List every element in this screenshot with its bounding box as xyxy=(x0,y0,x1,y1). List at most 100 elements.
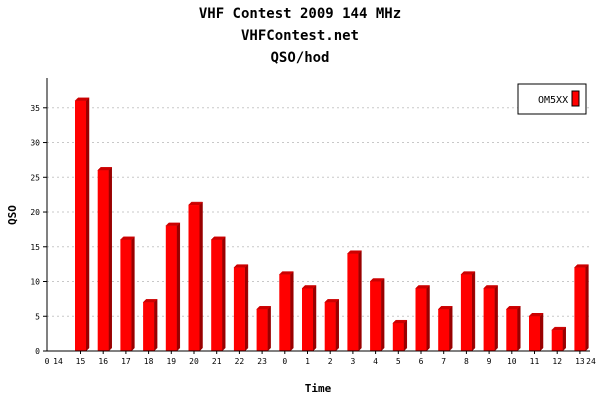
bar-side xyxy=(585,264,589,352)
x-tick-label: 23 xyxy=(257,357,267,366)
bar-face xyxy=(438,309,450,351)
bar xyxy=(142,298,158,352)
bar xyxy=(528,312,544,352)
bar-face xyxy=(460,274,472,351)
x-tick-label: 8 xyxy=(464,357,469,366)
chart-unit-title: QSO/hod xyxy=(270,50,330,66)
bar xyxy=(482,284,499,352)
legend-label: OM5XX xyxy=(538,95,568,106)
bar-face xyxy=(392,323,404,351)
x-tick-label: 17 xyxy=(121,357,131,366)
x-axis-title: Time xyxy=(305,382,332,395)
bar-face xyxy=(211,239,223,351)
x-tick-label: 9 xyxy=(487,357,492,366)
bar xyxy=(573,264,590,352)
bar-face xyxy=(143,302,155,351)
bar xyxy=(187,201,204,352)
x-tick-label: 22 xyxy=(235,357,245,366)
x-tick-label: 7 xyxy=(441,357,446,366)
y-tick-label: 5 xyxy=(35,312,40,321)
bar-side xyxy=(426,284,430,352)
bar-face xyxy=(279,274,291,351)
legend-swatch xyxy=(571,90,580,107)
bar-face xyxy=(551,330,563,351)
x-tick-label: 11 xyxy=(530,357,540,366)
y-tick-label: 10 xyxy=(30,278,40,287)
y-tick-label: 20 xyxy=(30,208,40,217)
bar-face xyxy=(347,253,359,351)
chart-subtitle: VHFContest.net xyxy=(240,28,359,44)
bar xyxy=(74,97,90,352)
bar xyxy=(392,319,408,352)
y-tick-label: 35 xyxy=(30,104,40,113)
x-tick-label: 2 xyxy=(328,357,333,366)
bar xyxy=(414,284,431,352)
x-edge-label: 14 xyxy=(53,357,63,366)
bar-side xyxy=(131,236,135,352)
x-tick-label: 13 xyxy=(575,357,585,366)
bar xyxy=(346,250,363,352)
bar-face xyxy=(97,170,109,351)
bar-face xyxy=(415,288,427,351)
bar-side xyxy=(199,201,203,352)
bar-face xyxy=(233,267,245,351)
bar xyxy=(210,236,226,352)
x-tick-label: 21 xyxy=(212,357,222,366)
legend: OM5XX xyxy=(517,83,587,115)
bar xyxy=(551,326,567,352)
bar-side xyxy=(358,250,362,352)
bar-side xyxy=(403,319,408,352)
bar-side xyxy=(267,305,271,352)
bar-face xyxy=(506,309,518,351)
x-tick-label: 4 xyxy=(373,357,378,366)
bar-side xyxy=(448,305,453,352)
bar xyxy=(278,270,294,352)
y-axis-title: QSO xyxy=(6,205,19,225)
bar-face xyxy=(370,281,382,351)
bar-face xyxy=(256,309,268,351)
bar-face xyxy=(188,205,200,351)
y-tick-label: 0 xyxy=(35,347,40,356)
bar xyxy=(301,284,317,352)
x-tick-label: 5 xyxy=(396,357,401,366)
x-tick-label: 20 xyxy=(189,357,199,366)
bar xyxy=(165,222,181,352)
x-tick-label: 15 xyxy=(76,357,86,366)
x-edge-label: 0 xyxy=(45,357,50,366)
bar-face xyxy=(529,316,540,351)
bar-face xyxy=(165,225,177,351)
bar-side xyxy=(153,298,158,352)
x-tick-label: 16 xyxy=(98,357,108,366)
legend-box xyxy=(517,83,587,115)
bar-side xyxy=(244,264,249,352)
bar-face xyxy=(120,239,132,351)
bar xyxy=(255,305,272,352)
grid-lines xyxy=(47,107,590,317)
x-tick-label: 12 xyxy=(552,357,562,366)
bar xyxy=(233,264,249,352)
bar-face xyxy=(483,288,495,351)
bar-side xyxy=(562,326,566,352)
x-tick-label: 6 xyxy=(419,357,424,366)
bar-side xyxy=(471,270,476,352)
bar-side xyxy=(335,298,339,352)
bar-face xyxy=(574,267,586,351)
bar-side xyxy=(312,284,317,352)
bar-side xyxy=(517,305,521,352)
bar-side xyxy=(290,270,294,352)
chart-title: VHF Contest 2009 144 MHz xyxy=(198,6,402,22)
bar-side xyxy=(539,312,544,352)
bar-side xyxy=(85,97,90,352)
bar-side xyxy=(176,222,181,352)
y-tick-label: 15 xyxy=(30,243,40,252)
bars xyxy=(74,97,590,352)
x-tick-label: 19 xyxy=(166,357,176,366)
bar xyxy=(97,166,113,352)
x-tick-label: 1 xyxy=(305,357,310,366)
bar-face xyxy=(75,100,86,351)
bar xyxy=(437,305,453,352)
bar xyxy=(369,277,385,352)
x-tick-label: 0 xyxy=(282,357,287,366)
